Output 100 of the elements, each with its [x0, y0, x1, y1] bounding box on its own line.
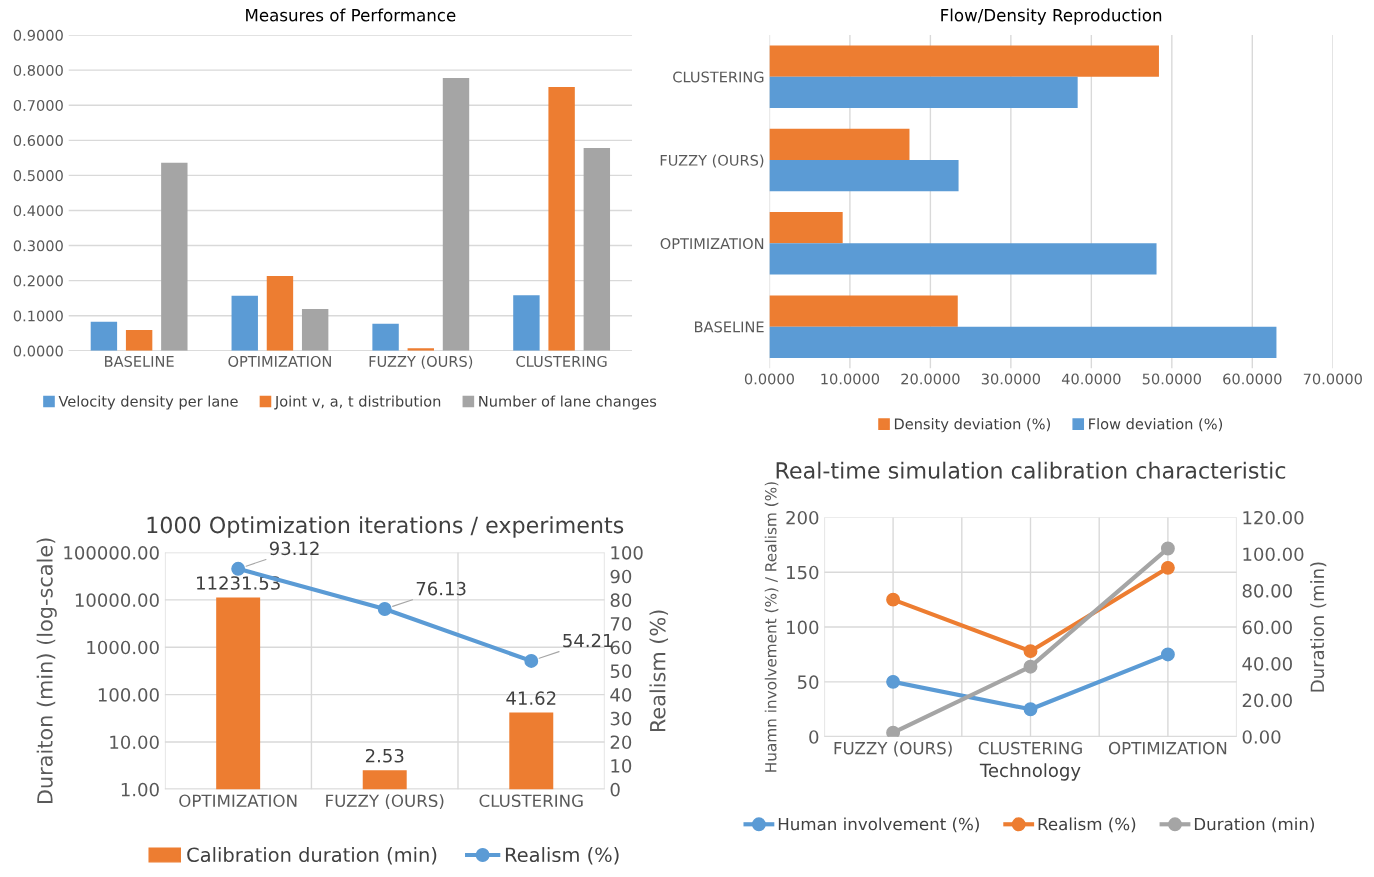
y2-tick-label: 20.00	[1242, 693, 1292, 708]
bar	[125, 330, 153, 351]
y-tick-label: 0.2000	[13, 275, 63, 287]
x-tick-label: FUZZY (OURS)	[369, 355, 473, 369]
y2-tick-label: 30	[610, 711, 632, 726]
y2-tick-label: 80.00	[1242, 583, 1292, 598]
legend-label: Realism (%)	[1038, 817, 1136, 833]
legend-label: Joint v, a, t distribution	[274, 395, 441, 410]
bar	[266, 276, 294, 351]
legend-label: Flow deviation (%)	[1089, 418, 1223, 432]
bar	[769, 326, 1277, 358]
point	[1160, 647, 1175, 662]
data-label: 76.13	[416, 581, 466, 596]
y-tick-label: 10.00	[110, 735, 159, 750]
y-tick-label: 0.4000	[13, 205, 63, 217]
bar	[583, 148, 611, 351]
y-axis-title: Duraiton (min) (log-scale)	[36, 538, 57, 804]
y2-tick-label: 40	[610, 688, 632, 702]
legend-label: Duration (min)	[1194, 817, 1314, 833]
data-label: 41.62	[506, 691, 556, 705]
y-tick-label: FUZZY (OURS)	[660, 154, 764, 168]
x-tick-label: 50.0000	[1142, 373, 1202, 385]
y2-tick-label: 40.00	[1242, 657, 1292, 671]
bar	[769, 45, 1159, 77]
chart-title: Real-time simulation calibration characteristic	[776, 461, 1286, 479]
y2-tick-label: 10	[611, 759, 632, 773]
bar	[769, 243, 1157, 275]
x-tick-label: 60.0000	[1223, 373, 1282, 385]
chart-title: Measures of Performance	[246, 8, 456, 22]
y-tick-label: 0.8000	[13, 64, 63, 76]
y-tick-label: 0.7000	[13, 99, 63, 111]
data-label: 2.53	[365, 748, 404, 763]
point	[1160, 560, 1175, 575]
bar	[769, 76, 1078, 108]
y2-axis-title: Duration (min)	[1310, 562, 1327, 692]
x-tick-label: FUZZY (OURS)	[326, 794, 444, 810]
bar	[769, 212, 843, 244]
bar	[231, 295, 258, 351]
y-tick-label: 50	[797, 675, 819, 689]
y2-tick-label: 0	[610, 782, 620, 797]
chart-title: Flow/Density Reproduction	[941, 8, 1162, 25]
point	[1023, 702, 1038, 717]
x-tick-label: FUZZY (OURS)	[834, 741, 952, 757]
point	[1023, 659, 1038, 674]
chart-title: 1000 Optimization iterations / experiments	[147, 516, 624, 538]
bar	[161, 162, 188, 351]
bar	[90, 321, 118, 351]
data-label: 93.12	[269, 541, 319, 556]
y-tick-label: BASELINE	[695, 321, 764, 333]
x-tick-label: CLUSTERING	[516, 355, 607, 367]
legend-label: Human involvement (%)	[778, 817, 979, 833]
y2-tick-label: 100	[611, 545, 643, 560]
point	[1023, 644, 1038, 659]
x-tick-label: 40.0000	[1061, 373, 1121, 385]
bar	[769, 128, 910, 161]
y-tick-label: 0.5000	[13, 170, 63, 182]
data-label: 54.21	[563, 633, 612, 648]
point	[886, 725, 901, 737]
y2-axis-title: Realism (%)	[649, 610, 669, 732]
x-tick-label: OPTIMIZATION	[1108, 741, 1227, 755]
x-tick-label: CLUSTERING	[978, 741, 1082, 755]
legend-label: Velocity density per lane	[58, 395, 238, 410]
y-tick-label: CLUSTERING	[673, 71, 764, 83]
y-tick-label: 100.00	[98, 688, 159, 702]
y2-tick-label: 80	[610, 593, 632, 607]
y2-tick-label: 90	[610, 569, 632, 584]
x-tick-label: 30.0000	[981, 373, 1041, 385]
bar	[769, 295, 958, 327]
y-tick-label: 0.6000	[13, 135, 63, 147]
y2-tick-label: 100.00	[1243, 547, 1304, 562]
y-tick-label: 200	[786, 510, 819, 525]
y-tick-label: 0.1000	[13, 310, 63, 322]
x-tick-label: 10.0000	[821, 373, 880, 385]
y2-tick-label: 70	[610, 617, 632, 631]
y2-tick-label: 60.00	[1242, 620, 1292, 635]
x-axis-title: Technology	[979, 763, 1081, 781]
point	[886, 592, 901, 607]
bar	[769, 160, 959, 192]
bar	[513, 295, 540, 351]
y2-tick-label: 60	[610, 640, 632, 655]
bar	[372, 323, 399, 351]
legend-label: Density deviation (%)	[894, 418, 1050, 433]
y-tick-label: 1.00	[121, 782, 159, 797]
y-tick-label: 150	[787, 565, 819, 580]
point	[1160, 541, 1175, 556]
bar	[301, 309, 329, 351]
x-tick-label: 20.0000	[901, 373, 960, 385]
y-tick-label: 10000.00	[75, 593, 159, 607]
y-tick-label: 0.3000	[13, 240, 63, 252]
bar	[548, 87, 575, 351]
y-tick-label: 100	[787, 620, 819, 635]
legend-label: Calibration duration (min)	[187, 847, 437, 865]
x-tick-label: OPTIMIZATION	[179, 794, 297, 808]
y-axis-title: Huamn involvement (%) / Realism (%)	[764, 482, 779, 772]
x-tick-label: 70.0000	[1303, 373, 1362, 385]
y2-tick-label: 120.00	[1243, 510, 1304, 525]
legend-label: Realism (%)	[505, 847, 619, 865]
y-tick-label: 100000.00	[64, 545, 159, 560]
y2-tick-label: 0.00	[1242, 730, 1281, 744]
y-tick-label: 0.0000	[13, 345, 63, 357]
